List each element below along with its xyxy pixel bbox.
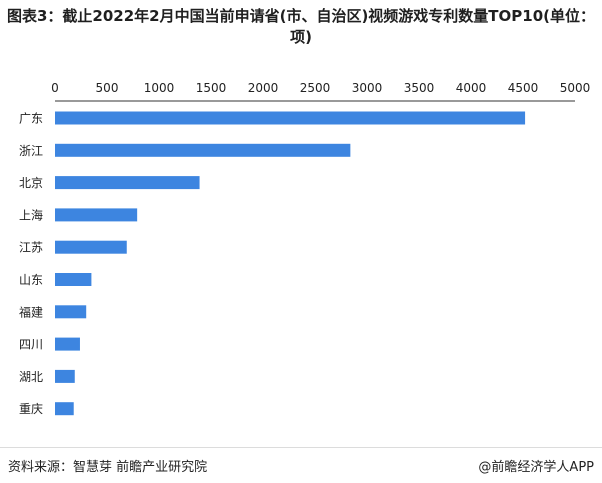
x-tick-label: 3500 bbox=[404, 81, 435, 95]
x-tick-label: 0 bbox=[51, 81, 59, 95]
category-label: 福建 bbox=[19, 304, 43, 319]
bar bbox=[55, 143, 351, 157]
category-label: 四川 bbox=[19, 338, 43, 352]
brand-credit: @前瞻经济学人APP bbox=[478, 460, 594, 475]
bar bbox=[55, 402, 74, 416]
footer-divider bbox=[0, 447, 602, 448]
bar bbox=[55, 208, 138, 222]
source-note: 资料来源：智慧芽 前瞻产业研究院 bbox=[8, 460, 208, 475]
bar bbox=[55, 337, 80, 351]
bar bbox=[55, 176, 200, 190]
x-tick-label: 4000 bbox=[456, 81, 487, 95]
bar-chart: 0 500 1000 1500 2000 2500 3000 3500 4000 4500 5000… bbox=[19, 81, 591, 416]
x-tick-label: 5000 bbox=[560, 81, 591, 95]
bar bbox=[55, 111, 526, 125]
footer: 资料来源：智慧芽 前瞻产业研究院 @前瞻经济学人APP bbox=[0, 452, 602, 476]
category-label: 北京 bbox=[19, 176, 43, 190]
x-tick-label: 1000 bbox=[144, 81, 175, 95]
x-tick-label: 3000 bbox=[352, 81, 383, 95]
x-tick-label: 2500 bbox=[300, 81, 331, 95]
category-label: 浙江 bbox=[19, 144, 43, 158]
category-label: 山东 bbox=[19, 273, 43, 287]
x-tick-label: 4500 bbox=[508, 81, 539, 95]
x-tick-label: 500 bbox=[96, 81, 119, 95]
bar bbox=[55, 240, 127, 254]
category-label: 重庆 bbox=[19, 402, 43, 416]
x-tick-label: 1500 bbox=[196, 81, 227, 95]
x-tick-label: 2000 bbox=[248, 81, 279, 95]
category-label: 上海 bbox=[19, 207, 43, 222]
bar bbox=[55, 369, 75, 383]
category-label: 湖北 bbox=[19, 369, 43, 384]
category-label: 江苏 bbox=[19, 241, 43, 255]
bar bbox=[55, 273, 92, 286]
bar bbox=[55, 305, 87, 319]
chart-title: 图表3：截止2022年2月中国当前申请省(市、自治区)视频游戏专利数量TOP10… bbox=[6, 7, 596, 46]
category-label: 广东 bbox=[19, 112, 43, 126]
